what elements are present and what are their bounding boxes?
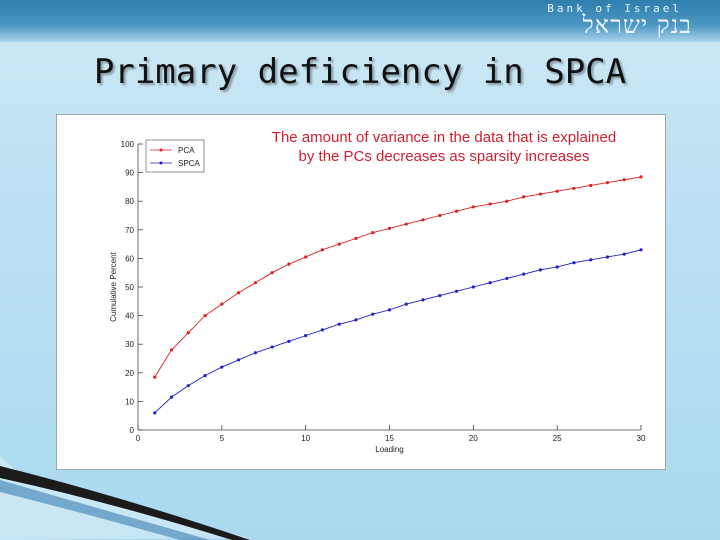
data-point-pca [320,248,325,252]
y-tick-label: 30 [125,340,134,349]
data-point-spca [354,318,358,322]
data-point-pca [589,183,593,188]
data-point-pca [287,262,291,266]
legend: PCA SPCA [145,139,205,173]
data-point-spca [371,312,375,316]
y-tick-label: 80 [125,197,134,206]
header-band [0,0,720,42]
x-tick-label: 0 [136,434,141,443]
bank-name-english: Bank of Israel [547,2,682,15]
legend-box [145,139,205,173]
slide-title: Primary deficiency in SPCA [93,52,627,92]
data-point-spca [454,289,459,293]
data-point-spca [421,298,425,302]
data-point-spca [169,395,174,399]
data-point-pca [488,202,492,206]
y-tick-label: 70 [125,226,134,235]
data-point-pca [438,213,442,218]
x-tick-label: 15 [385,434,394,443]
data-point-pca [270,271,274,275]
data-point-spca [320,328,325,332]
data-point-spca [270,345,274,349]
x-axis-label: Loading [375,445,403,454]
y-tick-label: 10 [125,397,134,406]
x-tick-label: 5 [220,434,225,443]
legend-marker-pca [159,148,163,152]
y-tick-label: 50 [125,283,134,292]
data-point-spca [639,248,643,252]
decorative-swoosh [0,456,250,540]
data-point-spca [622,252,626,256]
data-point-spca [186,384,190,388]
data-point-pca [538,192,543,196]
y-axis-label: Cumulative Percent [109,251,118,322]
data-point-pca [387,226,392,230]
y-tick-label: 90 [125,169,134,178]
x-tick-label: 20 [469,434,478,443]
data-point-spca [253,351,257,355]
data-point-pca [555,189,559,193]
data-point-pca [337,242,341,246]
annotation-line-1: The amount of variance in the data that … [271,129,617,146]
data-point-spca [488,281,492,285]
data-point-pca [220,302,224,306]
data-point-spca [153,411,157,415]
data-point-spca [337,322,341,326]
y-tick-label: 40 [125,312,134,321]
y-tick-label: 60 [125,254,134,263]
data-point-spca [387,308,392,312]
axes-layer: 0 5 10 15 20 25 30 0 10 20 30 40 50 60 70 80 90 100 Loadin… [109,140,646,454]
data-point-pca [354,236,358,240]
y-tick-label: 20 [125,369,134,378]
data-point-pca [304,255,308,259]
data-point-pca [153,375,157,379]
data-point-spca [605,255,610,259]
data-point-pca [572,186,576,190]
legend-marker-spca [159,161,163,165]
data-point-spca [404,302,408,306]
data-point-spca [237,358,241,362]
data-point-pca [253,281,257,285]
chart-annotation: The amount of variance in the data that … [224,128,664,166]
data-point-spca [220,365,224,369]
data-point-pca [371,231,375,235]
data-point-pca [186,331,190,335]
y-tick-label: 100 [121,140,135,149]
data-point-spca [555,265,559,269]
data-point-spca [203,374,207,378]
x-tick-label: 25 [553,434,562,443]
data-point-pca [454,209,459,213]
data-point-pca [237,291,241,295]
data-point-pca [169,348,174,352]
data-point-pca [622,178,626,182]
data-point-spca [589,258,593,262]
data-point-spca [505,276,509,281]
series-line-pca [154,176,642,378]
data-point-spca [438,293,442,298]
data-point-pca [471,205,475,209]
data-point-spca [538,268,543,272]
data-point-pca [203,314,207,318]
series-layer [153,175,643,415]
x-tick-label: 10 [301,434,310,443]
data-point-spca [522,272,526,276]
legend-label-pca: PCA [178,146,195,155]
data-point-spca [304,334,308,338]
x-tick-label: 30 [637,434,646,443]
data-point-pca [404,222,408,226]
series-line-spca [154,249,642,414]
data-point-spca [572,261,576,265]
data-point-pca [421,218,425,222]
data-point-pca [639,175,643,179]
bank-name-hebrew: בנק ישראל [582,11,692,39]
data-point-spca [471,285,475,289]
legend-label-spca: SPCA [178,159,200,168]
y-tick-label: 0 [130,426,135,435]
data-point-pca [522,195,526,199]
data-point-pca [605,181,610,185]
data-point-pca [505,199,509,203]
data-point-spca [287,339,291,343]
annotation-line-2: by the PCs decreases as sparsity increas… [298,148,590,165]
